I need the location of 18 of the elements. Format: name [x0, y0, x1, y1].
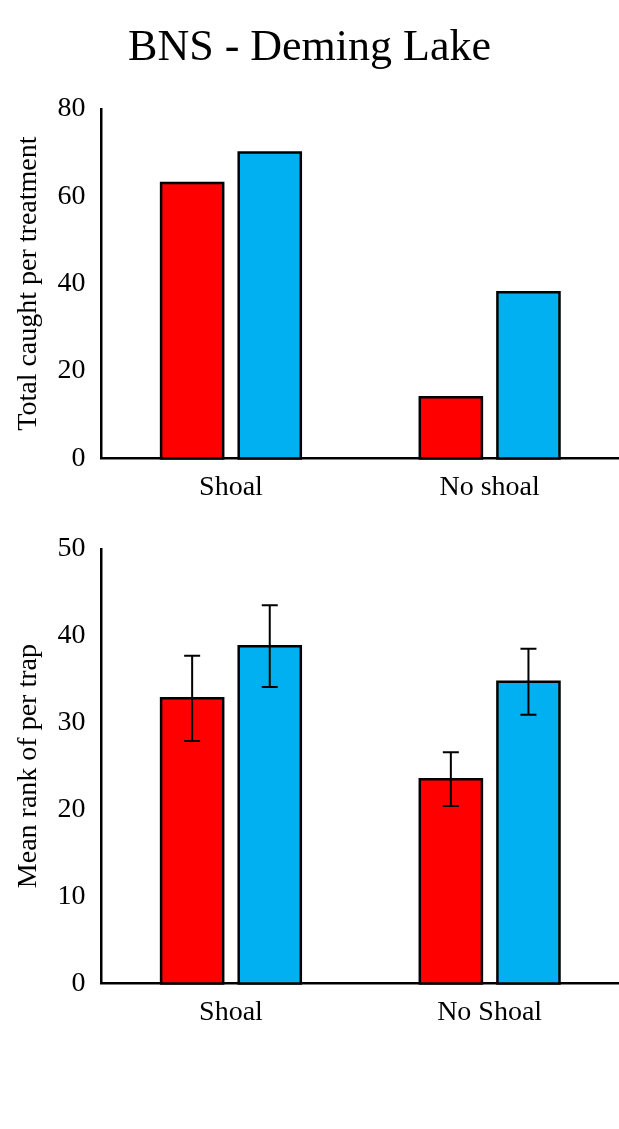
- y-tick-label: 20: [57, 353, 86, 385]
- y-tick-label: 60: [57, 178, 86, 210]
- y-tick-label: 0: [71, 965, 86, 997]
- chart-title: BNS - Deming Lake: [127, 20, 492, 72]
- y-axis-title: Total caught per treatment: [11, 136, 43, 431]
- y-tick-label: 20: [57, 791, 86, 823]
- y-tick-label: 40: [57, 265, 86, 297]
- x-tick-label: No Shoal: [437, 994, 543, 1026]
- y-tick-label: 50: [57, 531, 86, 563]
- x-tick-label: Shoal: [199, 994, 264, 1026]
- y-tick-label: 10: [57, 878, 86, 910]
- y-tick-label: 30: [57, 705, 86, 736]
- y-tick-label: 0: [71, 440, 86, 472]
- x-tick-label: Shoal: [199, 469, 264, 501]
- y-tick-label: 40: [57, 618, 86, 650]
- y-tick-label: 80: [57, 91, 86, 123]
- y-axis-title: Mean rank of per trap: [11, 644, 43, 889]
- x-tick-label: No shoal: [439, 469, 541, 501]
